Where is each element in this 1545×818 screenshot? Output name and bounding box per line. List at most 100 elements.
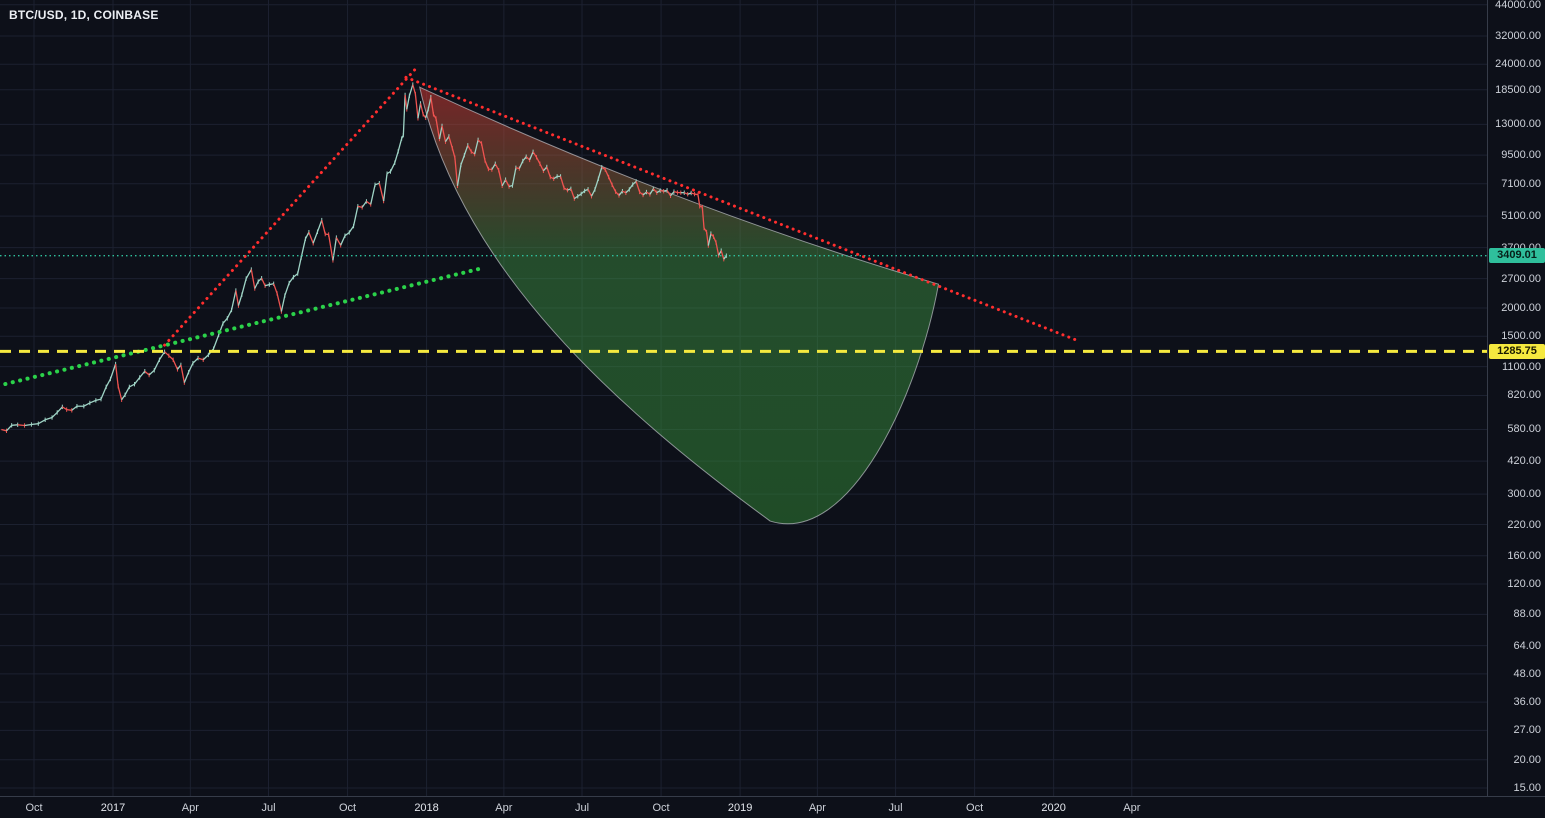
candle-segment [332,237,338,261]
price-tick-label: 7100.00 [1501,177,1541,190]
candle-segment [56,406,63,413]
time-tick-label: Apr [181,802,199,814]
candle-segment [95,398,102,402]
candle-segment [133,377,141,385]
candle-segment [646,191,651,195]
candle-segment [109,363,117,380]
candle-segment [316,219,323,233]
current-price-tag: 3409.01 [1489,248,1545,264]
candle-segment [164,351,170,357]
candle-segment [230,290,237,311]
candle-segment [188,362,194,373]
price-tick-label: 64.00 [1513,639,1541,652]
candle-segment [580,190,586,195]
candle-segment [535,156,541,165]
candle-segment [529,151,534,161]
candle-segment [312,231,319,244]
candle-segment [114,363,119,387]
candle-segment [144,370,150,376]
candle-segment [604,169,610,178]
candle-segment [608,176,613,186]
candle-segment [158,351,166,361]
candle-segment [505,179,510,187]
candle-segment [192,357,199,364]
price-tick-label: 580.00 [1507,423,1541,436]
candle-segment [402,94,406,136]
price-tick-label: 44000.00 [1495,0,1541,11]
candle-segment [454,157,459,186]
candle-segment [532,151,538,158]
candle-segment [257,277,263,282]
candle-segment [508,184,513,188]
candle-segment [406,95,411,110]
candle-segment [366,200,372,205]
candle-segment [374,182,380,186]
candle-segment [488,168,492,171]
time-tick-label: Jul [575,802,590,814]
candle-segment [44,416,53,421]
price-tick-label: 5100.00 [1501,210,1541,223]
candle-segment [570,188,575,199]
candle-segment [573,195,579,200]
candle-segment [632,180,637,186]
candle-segment [474,139,479,155]
candle-segment [352,206,359,227]
candle-segment [335,237,342,246]
candle-segment [628,184,634,190]
candle-segment [441,125,447,142]
candle-segment [344,231,350,237]
candle-segment [397,138,403,152]
candle-segment [597,167,603,179]
candle-segment [525,156,531,161]
candle-segment [549,176,554,180]
candle-segment [197,357,204,361]
candle-segment [24,423,32,427]
candle-segment [522,156,527,162]
candlestick-series [1,82,727,434]
candle-segment [117,386,123,400]
uptrend-line[interactable] [163,65,419,347]
candle-segment [642,191,647,196]
green-trend-line[interactable] [0,265,486,388]
candle-segment [100,386,107,400]
candle-segment [690,192,695,195]
candle-segment [404,94,408,110]
candle-segment [66,408,72,411]
candle-segment [250,269,256,289]
price-axis[interactable]: 3409.01 1285.75 44000.00 32000.00 24000.00… [1487,0,1545,796]
candle-segment [386,170,391,175]
price-tick-label: 20.00 [1513,753,1541,766]
candle-segment [594,178,599,190]
candle-segment [148,369,155,376]
time-tick-label: 2017 [100,802,126,814]
candle-segment [470,151,476,155]
candle-segment [293,273,299,278]
candle-segment [304,231,310,240]
time-tick-label: Apr [808,802,826,814]
candle-segment [546,166,551,178]
candle-segment [542,166,548,172]
candle-segment [590,189,596,197]
candle-segment [348,225,355,233]
candle-segment [71,405,78,411]
candle-segment [615,191,620,196]
price-tick-label: 13000.00 [1495,118,1541,131]
candle-segment [663,189,668,192]
price-tick-label: 48.00 [1513,667,1541,680]
candle-segment [394,151,399,163]
time-tick-label: Jul [261,802,276,814]
candle-segment [31,423,39,426]
candle-segment [625,188,630,194]
candle-segment [467,145,472,152]
candle-segment [17,424,25,427]
chart-canvas[interactable] [0,0,1487,796]
symbol-title[interactable]: BTC/USD, 1D, COINBASE [9,8,159,22]
candle-segment [321,219,326,235]
candle-segment [168,355,174,361]
candle-segment [269,283,274,286]
candle-segment [212,334,220,350]
candle-segment [245,269,252,279]
downtrend-line[interactable] [404,75,1082,344]
candle-segment [649,188,654,195]
time-axis[interactable]: Oct 2017 Apr Jul Oct 2018 Apr Jul Oct 2019 Apr Jul O… [0,796,1545,818]
